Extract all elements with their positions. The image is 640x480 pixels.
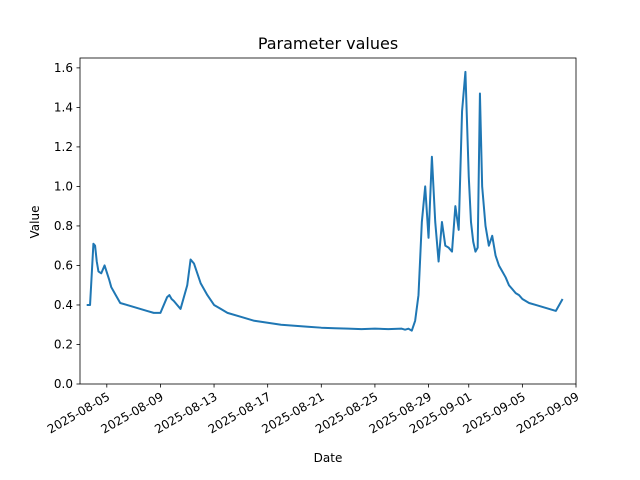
x-axis-label: Date: [314, 451, 343, 465]
y-tick-label: 0.4: [54, 298, 73, 312]
plot-frame: [79, 57, 577, 385]
y-tick-label: 1.0: [54, 179, 73, 193]
series-line: [86, 70, 564, 332]
chart-title: Parameter values: [258, 34, 398, 53]
y-tick-label: 1.4: [54, 100, 73, 114]
y-tick-label: 0.6: [54, 258, 73, 272]
y-tick-label: 1.2: [54, 140, 73, 154]
y-axis-label: Value: [28, 206, 42, 239]
y-tick-label: 0.8: [54, 219, 73, 233]
y-tick-label: 0.2: [54, 337, 73, 351]
y-tick-label: 0.0: [54, 377, 73, 391]
y-tick-label: 1.6: [54, 61, 73, 75]
